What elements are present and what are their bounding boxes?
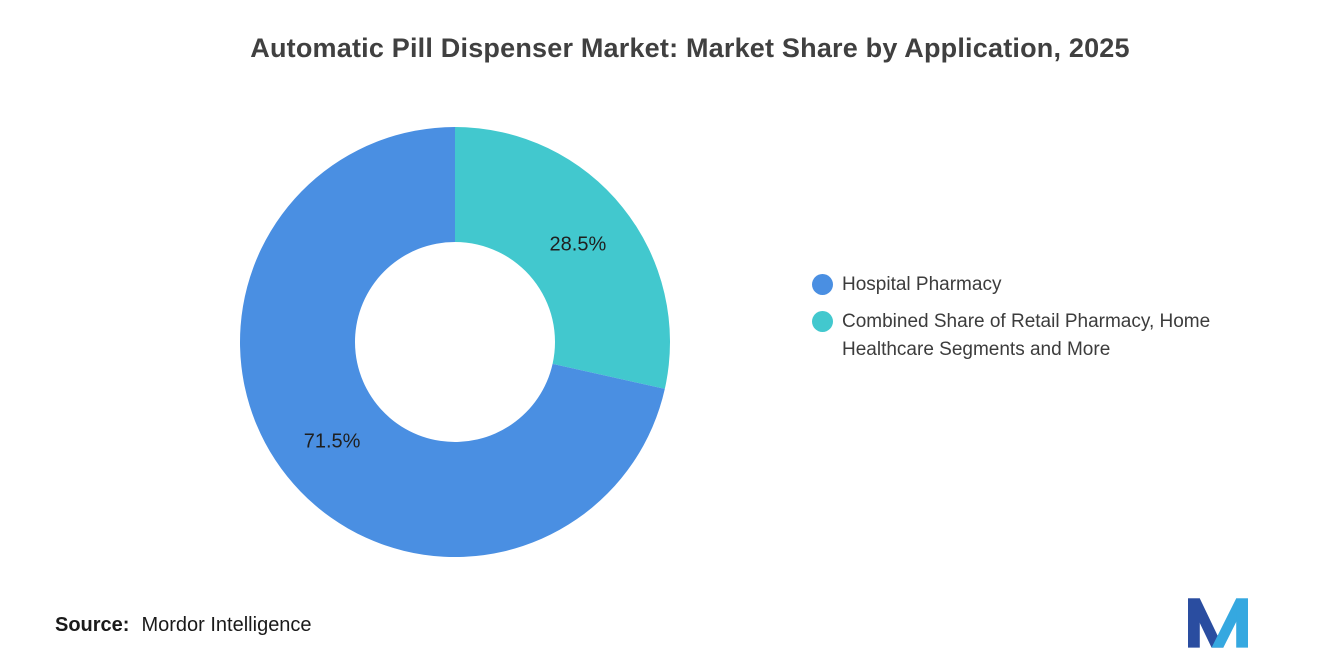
legend-label-hospital-pharmacy: Hospital Pharmacy <box>842 274 1002 295</box>
legend-label-combined-share: Combined Share of Retail Pharmacy, Home … <box>842 311 1211 360</box>
donut-chart-svg: 28.5% 71.5% <box>240 127 670 557</box>
logo-right-bar <box>1236 598 1248 648</box>
legend-item-hospital-pharmacy: Hospital Pharmacy <box>812 271 1292 299</box>
donut-slice <box>455 127 670 389</box>
legend-dot-combined-share <box>812 311 833 332</box>
donut-chart: 28.5% 71.5% <box>235 122 675 562</box>
donut-slice <box>240 127 665 557</box>
logo-down-diagonal <box>1188 598 1224 648</box>
mordor-intelligence-logo <box>1188 598 1248 648</box>
slice-label: 71.5% <box>304 430 361 452</box>
source-label: Source: <box>55 614 130 636</box>
slice-label: 28.5% <box>550 234 607 256</box>
legend-dot-hospital-pharmacy <box>812 274 833 295</box>
source-line: Source: Mordor Intelligence <box>55 614 312 637</box>
source-value: Mordor Intelligence <box>141 614 312 636</box>
chart-title: Automatic Pill Dispenser Market: Market … <box>250 33 1130 63</box>
legend-item-combined-share: Combined Share of Retail Pharmacy, Home … <box>812 308 1292 364</box>
legend: Hospital Pharmacy Combined Share of Reta… <box>812 271 1292 364</box>
